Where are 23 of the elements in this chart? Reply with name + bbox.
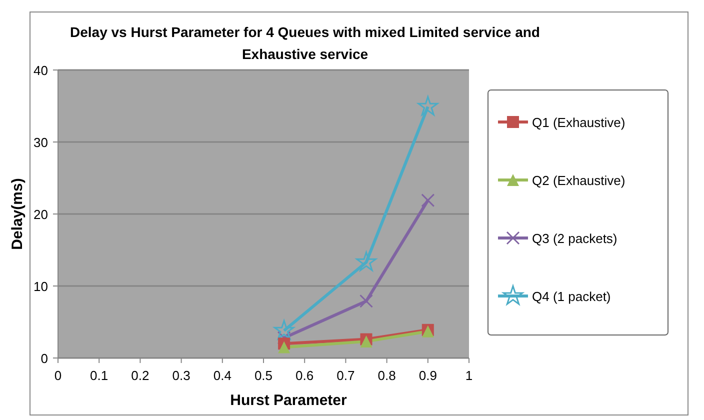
x-tick-label: 0.3	[172, 368, 190, 383]
x-tick-label: 0.5	[254, 368, 273, 383]
chart-title: Delay vs Hurst Parameter for 4 Queues with mixed Limited service and Exhaustive service	[70, 24, 540, 62]
x-tick-label: 0.6	[296, 368, 314, 383]
y-tick-label: 40	[34, 63, 48, 78]
y-axis-title: Delay(ms)	[9, 178, 26, 250]
x-tick-label: 1	[465, 368, 473, 383]
x-axis-title: Hurst Parameter	[230, 392, 348, 409]
x-tick-label: 0.1	[90, 368, 108, 383]
legend-label: Q4 (1 packet)	[532, 289, 611, 304]
x-tick-label: 0.8	[378, 368, 396, 383]
x-tick-label: 0.7	[336, 368, 355, 383]
y-tick-label: 20	[34, 207, 48, 222]
x-tick-label: 0	[54, 368, 62, 383]
x-tick-label: 0.4	[213, 368, 232, 383]
x-tick-label: 0.9	[418, 368, 437, 383]
legend-label: Q2 (Exhaustive)	[532, 173, 626, 188]
y-tick-label: 30	[34, 135, 48, 150]
x-tick-label: 0.2	[131, 368, 150, 383]
legend-label: Q1 (Exhaustive)	[532, 115, 626, 130]
y-tick-label: 0	[40, 351, 48, 366]
y-tick-label: 10	[34, 279, 48, 294]
legend-label: Q3 (2 packets)	[532, 231, 618, 246]
